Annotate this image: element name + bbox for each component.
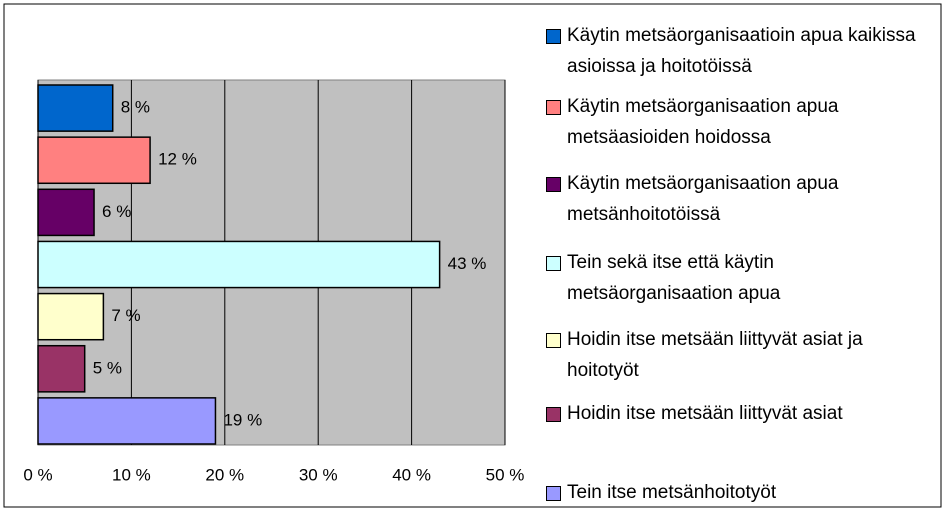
x-tick-label: 0 % [23,465,52,484]
legend-label: Tein sekä itse että käytin metsäorganisa… [567,252,781,304]
data-label: 8 % [121,98,150,117]
legend-label: Tein itse metsänhoitotyöt [567,482,777,503]
legend-swatch [546,100,561,115]
data-label: 19 % [223,410,262,429]
bar [37,344,86,393]
data-label: 12 % [158,150,197,169]
bar [37,136,151,185]
legend-item: Käytin metsäorganisaation apua metsänhoi… [546,168,926,230]
chart-border [3,3,942,508]
legend-label: Hoidin itse metsään liittyvät asiat ja h… [567,329,863,381]
bar [37,397,217,445]
legend-item: Käytin metsäorganisaatioin apua kaikissa… [546,20,926,82]
bar [37,188,95,237]
data-label: 5 % [93,358,122,377]
legend-label: Hoidin itse metsään liittyvät asiat [567,403,843,424]
legend-label: Käytin metsäorganisaatioin apua kaikissa… [567,25,916,77]
legend-label: Käytin metsäorganisaation apua metsäasio… [567,96,839,148]
data-label: 7 % [111,306,140,325]
x-tick-label: 10 % [112,465,151,484]
bar [37,292,105,341]
legend-label: Käytin metsäorganisaation apua metsänhoi… [567,173,839,225]
legend-swatch [546,177,561,192]
bar [37,84,114,132]
legend-item: Tein sekä itse että käytin metsäorganisa… [546,247,926,309]
data-label: 43 % [448,254,487,273]
data-label: 6 % [102,202,131,221]
x-tick-label: 40 % [392,465,431,484]
legend-swatch [546,256,561,271]
bar [37,240,441,289]
x-tick-label: 30 % [299,465,338,484]
legend-item: Hoidin itse metsään liittyvät asiat ja h… [546,324,926,386]
legend-swatch [546,407,561,422]
legend-item: Tein itse metsänhoitotyöt [546,477,926,508]
legend-swatch [546,29,561,44]
legend-swatch [546,333,561,348]
x-tick-label: 50 % [486,465,525,484]
legend-item: Käytin metsäorganisaation apua metsäasio… [546,91,926,153]
x-tick-label: 20 % [205,465,244,484]
legend-swatch [546,486,561,501]
legend-item: Hoidin itse metsään liittyvät asiat [546,398,926,429]
